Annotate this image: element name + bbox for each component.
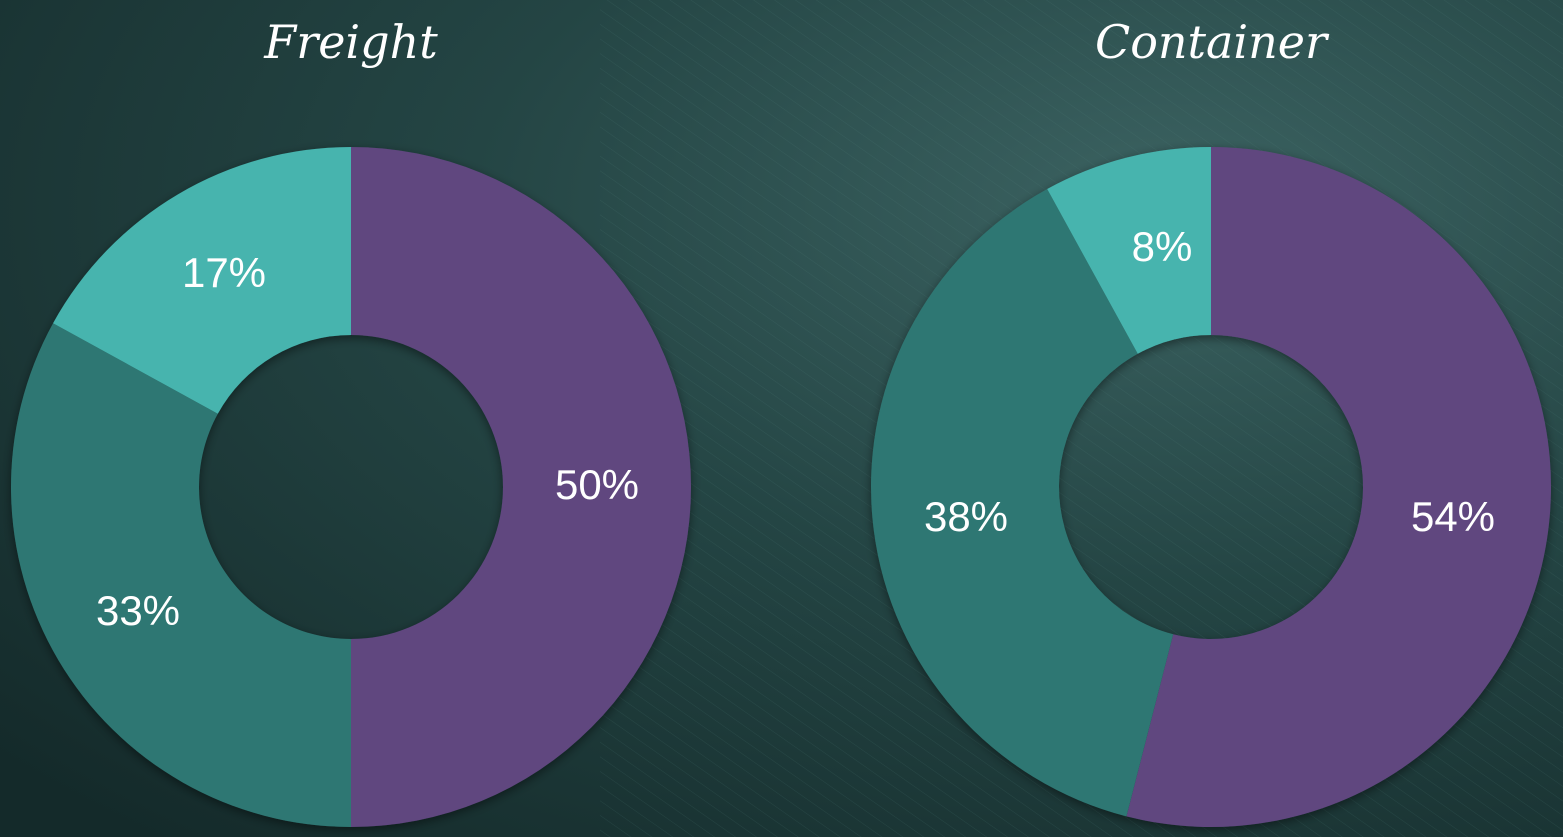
container-slice-2 [871, 189, 1174, 817]
container-chart-title: Container [1095, 15, 1330, 69]
freight-chart-title: Freight [263, 15, 438, 69]
freight-slice-1 [351, 147, 691, 827]
freight-donut-chart [10, 147, 691, 827]
freight-slice-3-label: 17% [182, 249, 266, 296]
container-slice-2-label: 38% [924, 493, 1008, 540]
freight-slice-1-label: 50% [555, 461, 639, 508]
container-slice-labels: 54% 38% 8% [924, 223, 1495, 540]
container-donut-chart [871, 147, 1552, 827]
freight-slice-2-label: 33% [96, 587, 180, 634]
container-slice-3 [1047, 147, 1211, 354]
container-slice-1-label: 54% [1411, 493, 1495, 540]
container-slice-1 [1126, 147, 1552, 827]
container-slice-3-label: 8% [1132, 223, 1193, 270]
freight-slice-labels: 50% 33% 17% [96, 249, 639, 634]
freight-slice-2 [10, 323, 352, 827]
freight-slice-3 [53, 147, 352, 414]
